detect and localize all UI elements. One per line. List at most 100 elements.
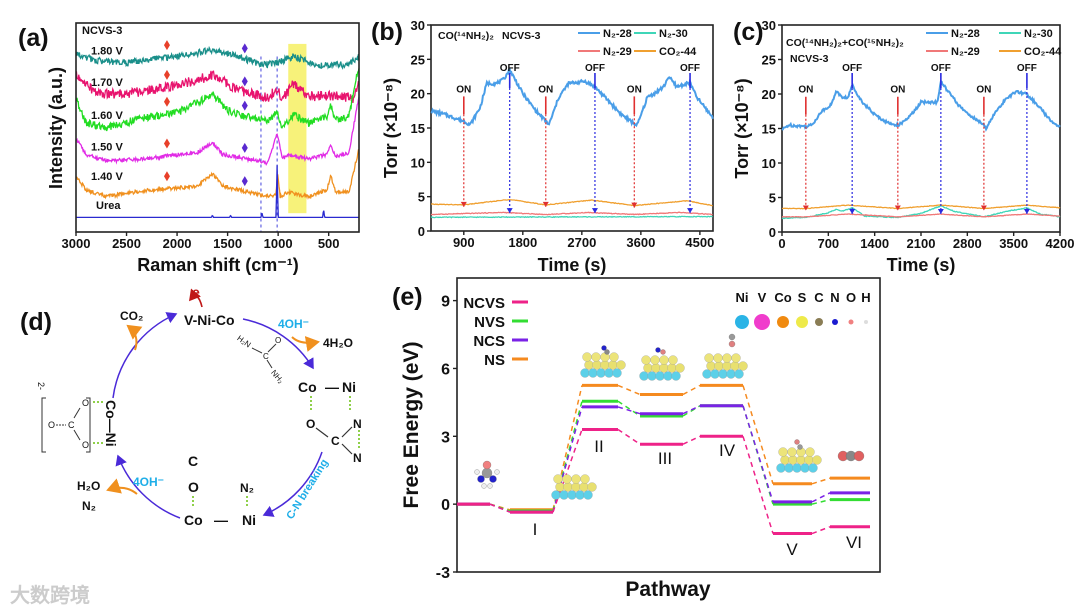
- legend-label: NCS: [473, 333, 505, 350]
- label-4h2o: 4H₂O: [323, 336, 353, 350]
- slab-atom: [562, 474, 572, 484]
- on-arrowhead: [631, 202, 638, 208]
- cycle-arrow-3: [115, 454, 181, 519]
- slab-atom: [559, 490, 569, 500]
- on-arrowhead: [802, 205, 809, 211]
- y-tick-label: 20: [762, 87, 776, 102]
- series-line-N30: [430, 215, 713, 219]
- carbonate-o2: O: [48, 420, 55, 430]
- stage-label: VI: [846, 533, 862, 552]
- carbonate-o1: O: [82, 398, 89, 408]
- legend-label: N₂-29: [603, 46, 632, 58]
- slab-atom: [726, 369, 736, 379]
- atom-label: S: [798, 290, 807, 305]
- urea-o: O: [275, 336, 281, 345]
- slab-atom: [706, 361, 716, 371]
- cycle-arrow-4: [112, 312, 178, 399]
- carbonate-ion: 2- O C O O: [36, 382, 91, 453]
- electron-arrow: [188, 288, 203, 308]
- label-c-bottom: C: [188, 453, 198, 469]
- slab-atom: [668, 355, 678, 365]
- series-line-N29: [430, 211, 713, 216]
- x-tick-label: 2000: [163, 236, 192, 251]
- off-arrowhead: [937, 209, 944, 215]
- slab-atom: [571, 482, 581, 492]
- y-tick-label: 0: [418, 224, 425, 239]
- x-tick-label: 2800: [953, 236, 982, 251]
- slab-atom: [567, 490, 577, 500]
- x-tick-label: 1800: [508, 235, 537, 250]
- atom-label: C: [814, 290, 824, 305]
- molecule-atom: [728, 333, 736, 341]
- label-n2-right: N: [353, 451, 362, 465]
- x-tick-label: 3600: [626, 235, 655, 250]
- slab-atom: [730, 361, 740, 371]
- slab-atom: [800, 463, 810, 473]
- cycle-arrow-1: [242, 318, 314, 370]
- label-v-ni-co: V-Ni-Co: [184, 312, 235, 328]
- label-electron: e: [192, 284, 200, 300]
- label-ni-bottom: Ni: [242, 512, 256, 528]
- molecule-atom: [477, 475, 485, 483]
- purple-diamond-marker: [241, 142, 248, 153]
- slab-atom: [609, 352, 619, 362]
- series-label: 1.40 V: [91, 171, 123, 183]
- energy-connector: [682, 405, 701, 417]
- legend-label: N₂-30: [1024, 28, 1053, 40]
- slab-atom: [604, 368, 614, 378]
- slab-atom: [788, 455, 798, 465]
- energy-connector: [682, 384, 701, 396]
- atom-swatch: [735, 315, 749, 329]
- series-line-180V: [75, 45, 360, 70]
- slab-atom: [575, 490, 585, 500]
- molecule-atom: [794, 439, 800, 445]
- slab-atom: [608, 360, 618, 370]
- y-tick-label: 5: [769, 191, 776, 206]
- slab-atom: [718, 369, 728, 379]
- panel-label-c: (c): [733, 18, 764, 46]
- panel-label-b: (b): [371, 18, 403, 46]
- y-axis-title: Intensity (a.u.): [46, 67, 66, 189]
- slab-atom: [796, 455, 806, 465]
- on-arrowhead: [894, 205, 901, 211]
- series-line-CO44: [781, 204, 1061, 210]
- panel-c-ms: 0 700 1400 2100 2800 3500 4200 0 5 10 15 20 25 30 ON ON…: [732, 18, 1074, 275]
- molecule-atom: [655, 347, 661, 353]
- slab-atom: [808, 463, 818, 473]
- label-n2-bottom: N₂: [240, 481, 254, 495]
- y-tick-label: 10: [762, 156, 776, 171]
- slab-structure-iii: [639, 355, 685, 381]
- label-cn-breaking: C-N breaking: [284, 457, 330, 521]
- annotation: CO(¹⁴NH₂)₂+CO(¹⁵NH₂)₂: [786, 37, 904, 49]
- atom-label: H: [861, 290, 870, 305]
- slab-atom: [643, 363, 653, 373]
- molecule-atom: [797, 444, 803, 450]
- off-arrowhead: [1023, 209, 1030, 215]
- slab-atom: [659, 363, 669, 373]
- slab-atom: [571, 474, 581, 484]
- panel-a-raman: 3000 2500 2000 1500 1000 500 1.80 V 1.70 V 1.60 …: [46, 22, 360, 275]
- series-line-140V: [76, 148, 360, 200]
- slab-structure-i: [551, 474, 597, 500]
- slab-atom: [702, 369, 712, 379]
- atom-swatch: [864, 320, 868, 324]
- molecule-atom: [601, 345, 607, 351]
- x-axis-title: Raman shift (cm⁻¹): [137, 255, 299, 275]
- atom-label: O: [846, 290, 856, 305]
- slab-structure-v: [776, 447, 822, 473]
- highlight-band: [288, 43, 307, 214]
- slab-atom: [582, 352, 592, 362]
- slab-atom: [591, 352, 601, 362]
- co2-release-arrow: [126, 324, 143, 351]
- slab-atom: [579, 482, 589, 492]
- h2o-release-arrow-top: [291, 336, 320, 352]
- sample-label: NCVS-3: [82, 25, 122, 37]
- on-label: ON: [456, 84, 471, 95]
- slab-atom: [714, 361, 724, 371]
- x-tick-label: 2500: [112, 236, 141, 251]
- slab-atom: [563, 482, 573, 492]
- y-tick-label: 30: [411, 18, 425, 33]
- y-axis-title: Torr (×10⁻⁸): [381, 78, 401, 178]
- x-tick-label: 3500: [999, 236, 1028, 251]
